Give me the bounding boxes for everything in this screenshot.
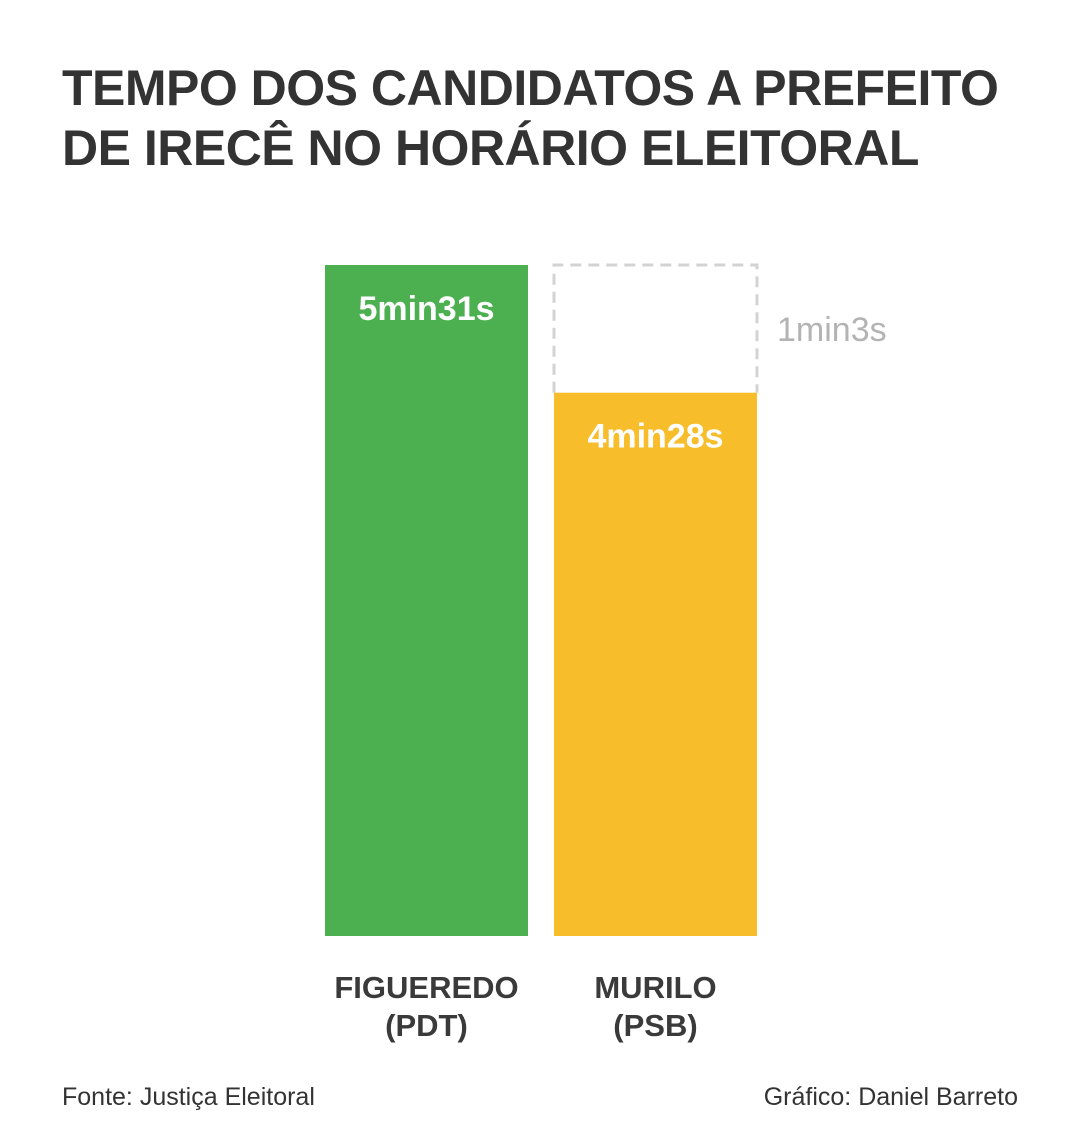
category-label-2-line-1: MURILO [594, 970, 716, 1005]
credit-note: Gráfico: Daniel Barreto [763, 1083, 1018, 1111]
category-label-2-line-2: (PSB) [613, 1008, 697, 1043]
category-label-1-line-2: (PDT) [385, 1008, 468, 1043]
bar-2 [554, 392, 757, 936]
bar-value-label-1: 5min31s [358, 290, 494, 328]
bar-value-label-2: 4min28s [587, 418, 723, 456]
source-note: Fonte: Justiça Eleitoral [62, 1083, 315, 1111]
chart-title-line-2: DE IRECÊ NO HORÁRIO ELEITORAL [62, 120, 919, 176]
chart-title: TEMPO DOS CANDIDATOS A PREFEITO DE IRECÊ… [62, 58, 1042, 178]
bar-1 [325, 265, 528, 936]
category-label-1-line-1: FIGUEREDO [334, 970, 518, 1005]
difference-outline [552, 263, 759, 393]
difference-label: 1min3s [777, 311, 887, 349]
chart-title-line-1: TEMPO DOS CANDIDATOS A PREFEITO [62, 60, 999, 116]
